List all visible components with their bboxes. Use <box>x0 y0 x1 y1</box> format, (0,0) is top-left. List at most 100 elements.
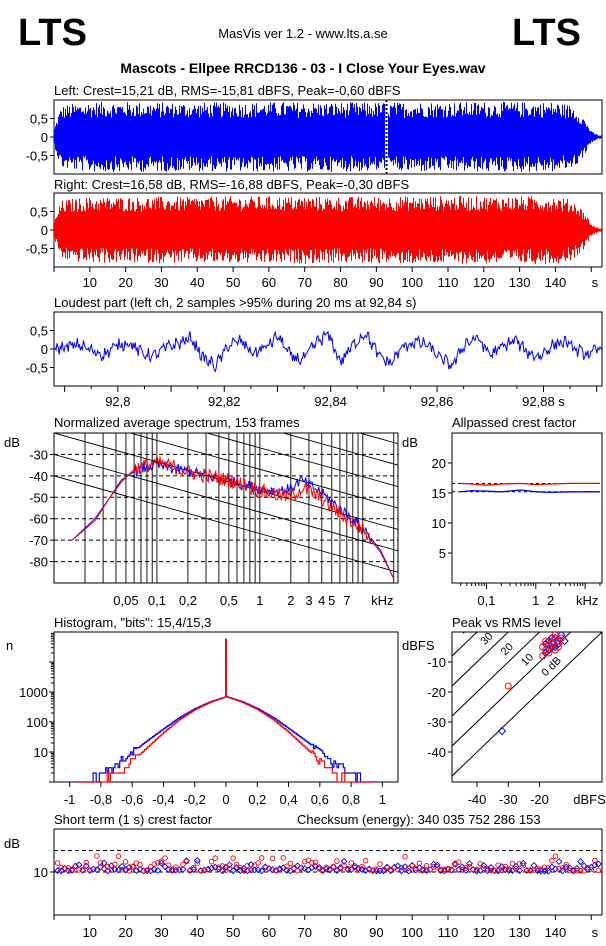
short-crest-point-right <box>366 867 372 873</box>
peak-rms-point-left <box>547 633 557 643</box>
peak-rms-point-right <box>554 643 562 651</box>
short-crest-point-right <box>463 865 469 871</box>
spectrum-ytick-label: -60 <box>29 512 48 527</box>
left-waveform-ytick-label: 0 <box>41 130 48 145</box>
peak-rms-ylabel: dBFS <box>402 638 435 653</box>
short-crest-point-right <box>115 853 122 859</box>
short-crest-point-right <box>248 867 254 874</box>
short-crest-point-right <box>466 863 473 870</box>
short-crest-point-right <box>402 854 408 860</box>
short-crest-xtick-label: 20 <box>118 925 132 940</box>
short-crest-xtick-label: 60 <box>262 925 276 940</box>
short-crest-ylabel: dB <box>4 836 20 851</box>
short-crest-point-right <box>574 867 580 874</box>
crest-ytick-label: 20 <box>432 456 446 471</box>
peak-rms-xtick-label: -40 <box>468 792 487 807</box>
right-waveform-xtick-label: 40 <box>190 275 204 290</box>
short-crest-point-right <box>158 858 165 864</box>
short-crest-point-right <box>140 868 147 874</box>
short-crest-point-right <box>137 862 143 868</box>
short-crest-point-right <box>151 861 158 867</box>
short-crest-point-right <box>94 853 100 859</box>
short-crest-point-right <box>76 867 82 873</box>
spectrum-xtick-label: 0,2 <box>179 593 197 608</box>
short-crest-point-right <box>79 867 86 873</box>
right-waveform-xtick-label: 100 <box>401 275 423 290</box>
peak-rms-point-right <box>557 634 565 642</box>
short-crest-point-right <box>337 866 344 872</box>
short-crest-point-left <box>315 863 323 871</box>
short-crest-point-right <box>448 867 455 874</box>
short-crest-point-left <box>154 866 162 874</box>
short-crest-point-right <box>520 862 526 869</box>
histogram-left <box>77 696 377 783</box>
crest-ytick-label: 15 <box>432 486 446 501</box>
histogram-xtick-label: 0,6 <box>311 792 329 807</box>
short-crest-xtick-label: 10 <box>83 925 97 940</box>
short-crest-point-left <box>157 859 165 867</box>
short-crest-point-left <box>541 867 549 875</box>
short-crest-point-left <box>193 857 201 865</box>
short-crest-point-right <box>549 857 555 864</box>
right-waveform-ytick-label: 0,5 <box>30 205 48 220</box>
short-crest-point-right <box>233 861 240 868</box>
short-crest-xtick-label: 70 <box>297 925 311 940</box>
right-waveform-ytick-label: -0,5 <box>26 242 48 257</box>
short-crest-xtick-label: s <box>592 925 599 940</box>
histogram-xtick-label: 0,2 <box>248 792 266 807</box>
histogram-ytick-label: 1000 <box>19 685 48 700</box>
spectrum-slope <box>205 433 398 488</box>
peak-rms-xtick-label: -30 <box>499 792 518 807</box>
spectrum-xtick-label: 0,1 <box>148 593 166 608</box>
short-crest-xtick-label: 100 <box>401 925 423 940</box>
short-crest-point-right <box>534 865 541 872</box>
loudest-ytick-label: 0 <box>41 342 48 357</box>
short-crest-point-right <box>567 867 573 874</box>
spectrum-xtick-label: 7 <box>343 593 350 608</box>
short-crest-point-right <box>241 868 247 874</box>
short-crest-point-right <box>330 863 337 870</box>
short-crest-point-right <box>169 868 175 874</box>
app-title: MasVis ver 1.2 - www.lts.a.se <box>218 26 388 41</box>
short-crest-point-right <box>559 865 566 871</box>
spectrum-xtick-label: 2 <box>287 593 294 608</box>
short-crest-point-right <box>527 867 534 874</box>
short-crest-point-right <box>226 865 233 872</box>
crest-right <box>460 482 600 486</box>
spectrum-xtick-label: 3 <box>305 593 312 608</box>
short-crest-xtick-label: 130 <box>509 925 531 940</box>
logo-right: LTS <box>512 12 581 54</box>
loudest-ytick-label: 0,5 <box>30 324 48 339</box>
short-crest-point-right <box>434 864 440 870</box>
short-crest-point-left <box>433 861 441 869</box>
peak-rms-ytick-label: -10 <box>427 655 446 670</box>
left-waveform-ytick-label: -0,5 <box>26 149 48 164</box>
short-crest-point-right <box>61 865 68 871</box>
right-waveform-title: Right: Crest=16,58 dB, RMS=-16,88 dBFS, … <box>54 177 409 192</box>
short-crest-xtick-label: 90 <box>369 925 383 940</box>
short-crest-point-right <box>498 867 505 874</box>
short-crest-point-right <box>208 858 215 865</box>
spectrum-xtick-label: 4 <box>318 593 325 608</box>
short-crest-point-left <box>258 867 266 875</box>
short-crest-xtick-label: 50 <box>226 925 240 940</box>
short-crest-point-right <box>162 855 168 861</box>
right-waveform-xtick-label: 80 <box>333 275 347 290</box>
short-crest-point-left <box>519 859 527 867</box>
short-crest-point-right <box>69 868 75 874</box>
short-crest-xtick-label: 30 <box>154 925 168 940</box>
right-waveform-xtick-label: 30 <box>154 275 168 290</box>
short-crest-point-right <box>112 861 118 867</box>
short-crest-point-right <box>352 864 358 871</box>
histogram-right <box>77 696 377 783</box>
short-crest-point-right <box>348 860 355 866</box>
right-waveform-xtick-label: 130 <box>509 275 531 290</box>
short-crest-point-right <box>305 857 312 863</box>
logo-left: LTS <box>18 12 87 54</box>
loudest-xtick-label: 92,82 <box>208 394 241 409</box>
crest-xtick-label: 1 <box>532 593 539 608</box>
short-crest-point-left <box>516 867 524 874</box>
peak-rms-point-right <box>504 682 512 690</box>
